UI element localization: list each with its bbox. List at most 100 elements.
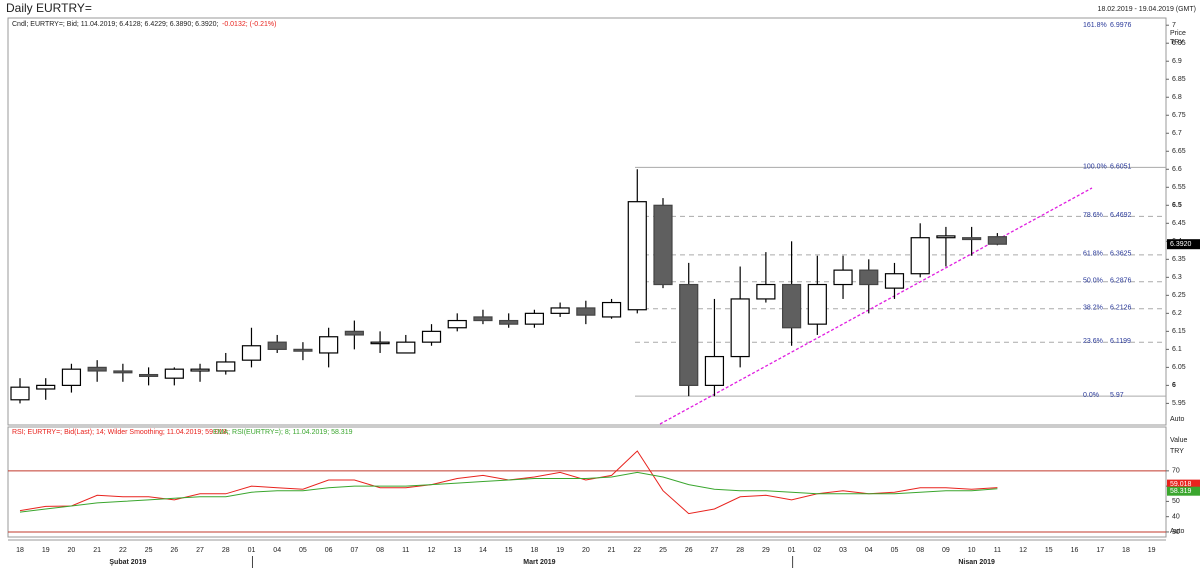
price-change: -0.0132; (-0.21%) xyxy=(222,21,276,28)
indicator-value-label: 59.018 xyxy=(1170,481,1192,488)
x-tick-label: 26 xyxy=(685,547,693,554)
candle-body xyxy=(396,341,416,354)
price-legend: Cndl; EURTRY=; Bid; 11.04.2019; 6.4128; … xyxy=(12,21,219,28)
y-tick-label: 7 xyxy=(1172,22,1176,29)
fib-ratio: 61.8% xyxy=(1083,251,1103,258)
candle-body xyxy=(473,316,493,322)
candle-body xyxy=(910,237,930,275)
y-tick-label: 6.35 xyxy=(1172,256,1186,263)
candle-body xyxy=(601,301,622,318)
y-tick-label: 6.1 xyxy=(1172,346,1182,353)
y-tick-label: 6.7 xyxy=(1172,130,1182,137)
rsi-axis-title: Value xyxy=(1170,437,1187,444)
candle-body xyxy=(421,330,442,343)
x-tick-label: 18 xyxy=(16,547,24,554)
candle-body xyxy=(447,319,467,329)
candle-body xyxy=(524,312,545,325)
x-tick-label: 14 xyxy=(479,547,487,554)
y-tick-label: 6.75 xyxy=(1172,112,1186,119)
candle-body xyxy=(139,373,159,377)
candle-body xyxy=(627,201,647,311)
rsi-scale-mode: Auto xyxy=(1170,528,1185,535)
x-tick-label: 04 xyxy=(865,547,873,554)
fib-ratio: 38.2% xyxy=(1083,305,1103,312)
x-tick-label: 27 xyxy=(196,547,204,554)
candle-body xyxy=(807,283,827,325)
fib-ratio: 78.6% xyxy=(1083,212,1103,219)
x-tick-label: 12 xyxy=(428,547,436,554)
rsi-currency: TRY xyxy=(1170,448,1184,455)
x-tick-label: 02 xyxy=(813,547,821,554)
candle-body xyxy=(833,269,853,286)
x-tick-label: 01 xyxy=(788,547,796,554)
last-price-box xyxy=(1167,239,1200,250)
candle-body xyxy=(781,283,802,329)
x-tick-label: 07 xyxy=(350,547,358,554)
x-tick-label: 19 xyxy=(556,547,564,554)
x-tick-label: 13 xyxy=(453,547,461,554)
price-axis-title: Price xyxy=(1170,30,1186,37)
trend-line xyxy=(659,187,1093,425)
candle-body xyxy=(679,283,699,386)
y-tick-label: 40 xyxy=(1172,514,1180,521)
x-tick-label: 06 xyxy=(325,547,333,554)
month-label: Şubat 2019 xyxy=(109,559,146,566)
fib-value: 6.1199 xyxy=(1110,338,1131,345)
y-tick-label: 6.65 xyxy=(1172,148,1186,155)
candle-body xyxy=(730,298,750,358)
scale-mode: Auto xyxy=(1170,416,1185,423)
x-tick-label: 03 xyxy=(839,547,847,554)
last-price-label: 6.3920 xyxy=(1170,241,1192,248)
x-tick-label: 01 xyxy=(248,547,256,554)
y-tick-label: 70 xyxy=(1172,468,1180,475)
currency: TRY xyxy=(1170,39,1184,46)
candle-body xyxy=(859,269,879,286)
fib-value: 5.97 xyxy=(1110,392,1124,399)
x-tick-label: 20 xyxy=(582,547,590,554)
indicator-value-box xyxy=(1167,479,1200,489)
candle-body xyxy=(499,319,519,325)
chart-title: Daily EURTRY= xyxy=(6,1,92,15)
x-tick-label: 26 xyxy=(170,547,178,554)
candle-body xyxy=(370,341,390,345)
x-tick-label: 12 xyxy=(1019,547,1027,554)
x-tick-label: 15 xyxy=(1045,547,1053,554)
candle-body xyxy=(756,283,776,300)
x-tick-label: 22 xyxy=(119,547,127,554)
candle-body xyxy=(319,336,339,354)
rsi-panel xyxy=(7,426,1167,538)
x-tick-label: 16 xyxy=(1071,547,1079,554)
x-tick-label: 21 xyxy=(93,547,101,554)
x-tick-label: 10 xyxy=(968,547,976,554)
price-panel xyxy=(7,17,1167,426)
fib-value: 6.3625 xyxy=(1110,251,1132,258)
x-tick-label: 20 xyxy=(68,547,76,554)
x-tick-label: 27 xyxy=(711,547,719,554)
candle-body xyxy=(936,235,956,239)
y-tick-label: 6.85 xyxy=(1172,76,1186,83)
candle-body xyxy=(704,355,725,386)
x-tick-label: 17 xyxy=(1096,547,1104,554)
fib-ratio: 161.8% xyxy=(1083,22,1107,29)
y-tick-label: 6.6 xyxy=(1172,166,1182,173)
y-tick-label: 30 xyxy=(1172,529,1180,536)
y-tick-label: 6.15 xyxy=(1172,328,1186,335)
candle-body xyxy=(61,368,82,386)
fib-ratio: 0.0% xyxy=(1083,392,1099,399)
candle-body xyxy=(550,307,570,314)
candle-body xyxy=(344,330,364,336)
candle-body xyxy=(36,384,56,390)
candle-body xyxy=(164,368,184,379)
fib-ratio: 100.0% xyxy=(1083,163,1107,170)
indicator-value-label: 58.319 xyxy=(1170,488,1192,495)
x-tick-label: 18 xyxy=(1122,547,1130,554)
x-tick-label: 21 xyxy=(608,547,616,554)
y-tick-label: 6.8 xyxy=(1172,94,1182,101)
y-tick-label: 6.45 xyxy=(1172,220,1186,227)
y-tick-label: 6.2 xyxy=(1172,310,1182,317)
candle-body xyxy=(884,273,905,289)
y-tick-label: 6 xyxy=(1172,382,1176,389)
fib-ratio: 50.0% xyxy=(1083,278,1103,285)
